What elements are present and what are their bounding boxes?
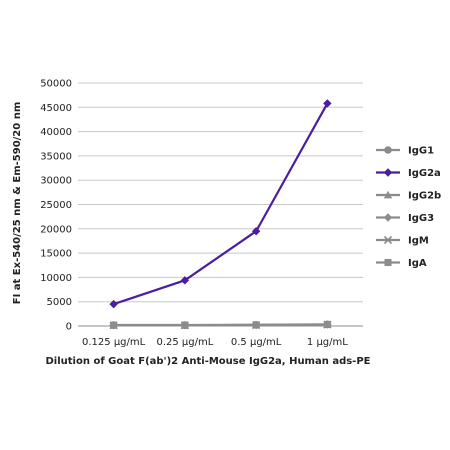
legend-label: IgG3 — [408, 213, 434, 224]
legend-marker-igm — [383, 235, 393, 245]
legend-label: IgG1 — [408, 146, 434, 157]
legend: IgG1 IgG2a IgG2b IgG3 IgM IgA — [376, 146, 441, 269]
y-tick-label: 15000 — [40, 249, 72, 260]
y-tick-label: 30000 — [40, 176, 72, 187]
legend-marker-igg3 — [383, 213, 393, 222]
x-tick-label: 0.25 µg/mL — [156, 337, 213, 348]
legend-label: IgG2b — [408, 191, 441, 202]
legend-item-iga: IgA — [376, 258, 427, 269]
legend-item-igg1: IgG1 — [376, 146, 434, 157]
y-tick-label: 10000 — [40, 273, 72, 284]
y-tick-label: 20000 — [40, 224, 72, 235]
x-tick-label: 0.5 µg/mL — [231, 337, 282, 348]
data-point-iga — [252, 321, 260, 329]
data-point-igg2a — [180, 276, 190, 285]
y-tick-label: 0 — [66, 322, 72, 333]
gridlines — [78, 82, 363, 327]
series-iga — [110, 321, 331, 329]
legend-item-igg2b: IgG2b — [376, 191, 441, 202]
legend-item-igm: IgM — [376, 236, 429, 247]
data-point-iga — [323, 321, 331, 329]
x-tick-label: 0.125 µg/mL — [82, 337, 146, 348]
data-point-igg2a — [109, 299, 118, 309]
series-group — [109, 99, 332, 330]
legend-label: IgA — [408, 258, 427, 269]
y-tick-label: 5000 — [47, 297, 72, 308]
y-tick-label: 35000 — [40, 151, 72, 162]
y-axis-title: FI at Ex-540/25 nm & Em-590/20 nm — [12, 102, 23, 305]
y-axis-ticks: 0 5000 10000 15000 20000 25000 30000 35000 40000… — [40, 79, 72, 333]
data-point-iga — [181, 321, 189, 329]
data-point-igg2a — [251, 227, 261, 236]
series-line-iga — [113, 323, 328, 327]
x-axis-ticks: 0.125 µg/mL 0.25 µg/mL 0.5 µg/mL 1 µg/mL — [82, 337, 348, 348]
marker-x-stroke — [383, 235, 393, 245]
y-tick-label: 40000 — [40, 127, 72, 138]
y-tick-label: 50000 — [40, 79, 72, 90]
series-line-igg2a — [113, 102, 329, 306]
legend-item-igg3: IgG3 — [376, 213, 434, 224]
x-tick-label: 1 µg/mL — [307, 337, 348, 348]
legend-marker-igg2a — [383, 168, 393, 177]
data-point-iga — [110, 321, 118, 329]
series-igg2a — [109, 99, 332, 309]
legend-label: IgG2a — [408, 168, 441, 179]
y-tick-label: 45000 — [40, 103, 72, 114]
data-point-igg2a — [323, 99, 332, 108]
legend-label: IgM — [408, 236, 429, 247]
legend-marker-igg2b — [383, 190, 393, 199]
legend-marker-iga — [384, 259, 392, 266]
y-tick-label: 25000 — [40, 200, 72, 211]
legend-item-igg2a: IgG2a — [376, 168, 441, 179]
x-axis-title: Dilution of Goat F(ab')2 Anti-Mouse IgG2… — [46, 356, 371, 367]
legend-marker-igg1 — [384, 146, 392, 154]
